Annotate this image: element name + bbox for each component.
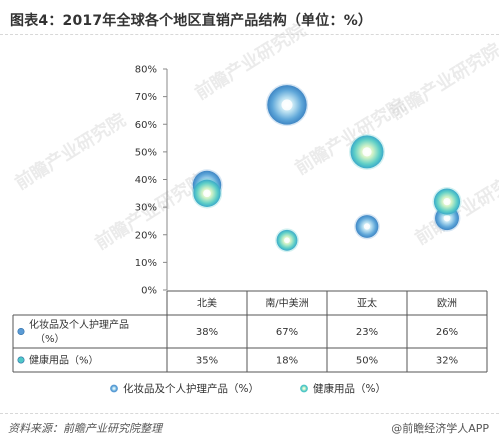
footer-divider: [0, 413, 499, 414]
bubble-highlight: [203, 189, 211, 198]
table-cell: 67%: [276, 327, 298, 338]
bubble: [191, 178, 223, 209]
legend-marker: [300, 384, 308, 393]
title-divider: [0, 34, 499, 35]
table-cell: 23%: [356, 327, 378, 338]
table-cell: 38%: [196, 327, 218, 338]
y-axis: 0% 10% 20% 30% 40% 50% 60% 70% 80%: [135, 65, 168, 297]
bubble: [354, 213, 380, 240]
y-tick-label: 0%: [141, 286, 157, 297]
bubble-highlight: [443, 197, 451, 206]
table-cell: 50%: [356, 356, 378, 367]
table-cell: 35%: [196, 356, 218, 367]
y-tick-label: 50%: [135, 147, 157, 158]
y-tick-label: 60%: [135, 120, 157, 131]
y-tick-label: 20%: [135, 230, 157, 241]
legend-label: 化妆品及个人护理产品（%）: [123, 382, 259, 395]
bubble: [349, 133, 385, 170]
y-tick-label: 10%: [135, 258, 157, 269]
series-marker: [17, 356, 25, 364]
table-cell: 18%: [276, 356, 298, 367]
bubble-highlight: [281, 99, 293, 111]
series-label: 化妆品及个人护理产品: [29, 318, 129, 331]
legend-label: 健康用品（%）: [313, 382, 386, 395]
bubble-highlight: [443, 214, 451, 222]
y-tick-label: 30%: [135, 203, 157, 214]
legend: 化妆品及个人护理产品（%） 健康用品（%）: [110, 382, 386, 395]
bubble: [265, 83, 309, 127]
category-label: 亚太: [357, 297, 377, 310]
legend-marker: [110, 384, 118, 393]
y-tick-label: 40%: [135, 175, 157, 186]
bubble: [275, 228, 299, 253]
category-label: 北美: [197, 297, 217, 310]
table-cell: 32%: [436, 356, 458, 367]
watermark-text: 前瞻产业研究院: [11, 109, 130, 194]
watermark-layer: 前瞻产业研究院前瞻产业研究院前瞻产业研究院前瞻产业研究院前瞻产业研究院前瞻产业研…: [11, 19, 499, 254]
series-label: 健康用品（%）: [29, 354, 99, 367]
bubbles-layer: [191, 83, 462, 253]
series-marker: [17, 327, 25, 335]
chart-title: 图表4：2017年全球各个地区直销产品结构（单位：%）: [10, 13, 373, 29]
series-label: （%）: [35, 333, 65, 345]
category-label: 南/中美洲: [265, 297, 308, 310]
y-tick-label: 80%: [135, 65, 157, 76]
bubble-highlight: [362, 147, 372, 157]
watermark-text: 前瞻产业研究院: [386, 39, 499, 124]
source-note: 资料来源：前瞻产业研究院整理: [8, 422, 162, 435]
category-label: 欧洲: [437, 298, 457, 310]
table-cell: 26%: [436, 327, 458, 338]
bubble: [432, 187, 462, 217]
brand-credit: @前瞻经济学人APP: [391, 422, 489, 435]
bubble-highlight: [284, 237, 290, 244]
y-tick-label: 70%: [135, 92, 157, 103]
bubble-highlight: [363, 223, 371, 230]
